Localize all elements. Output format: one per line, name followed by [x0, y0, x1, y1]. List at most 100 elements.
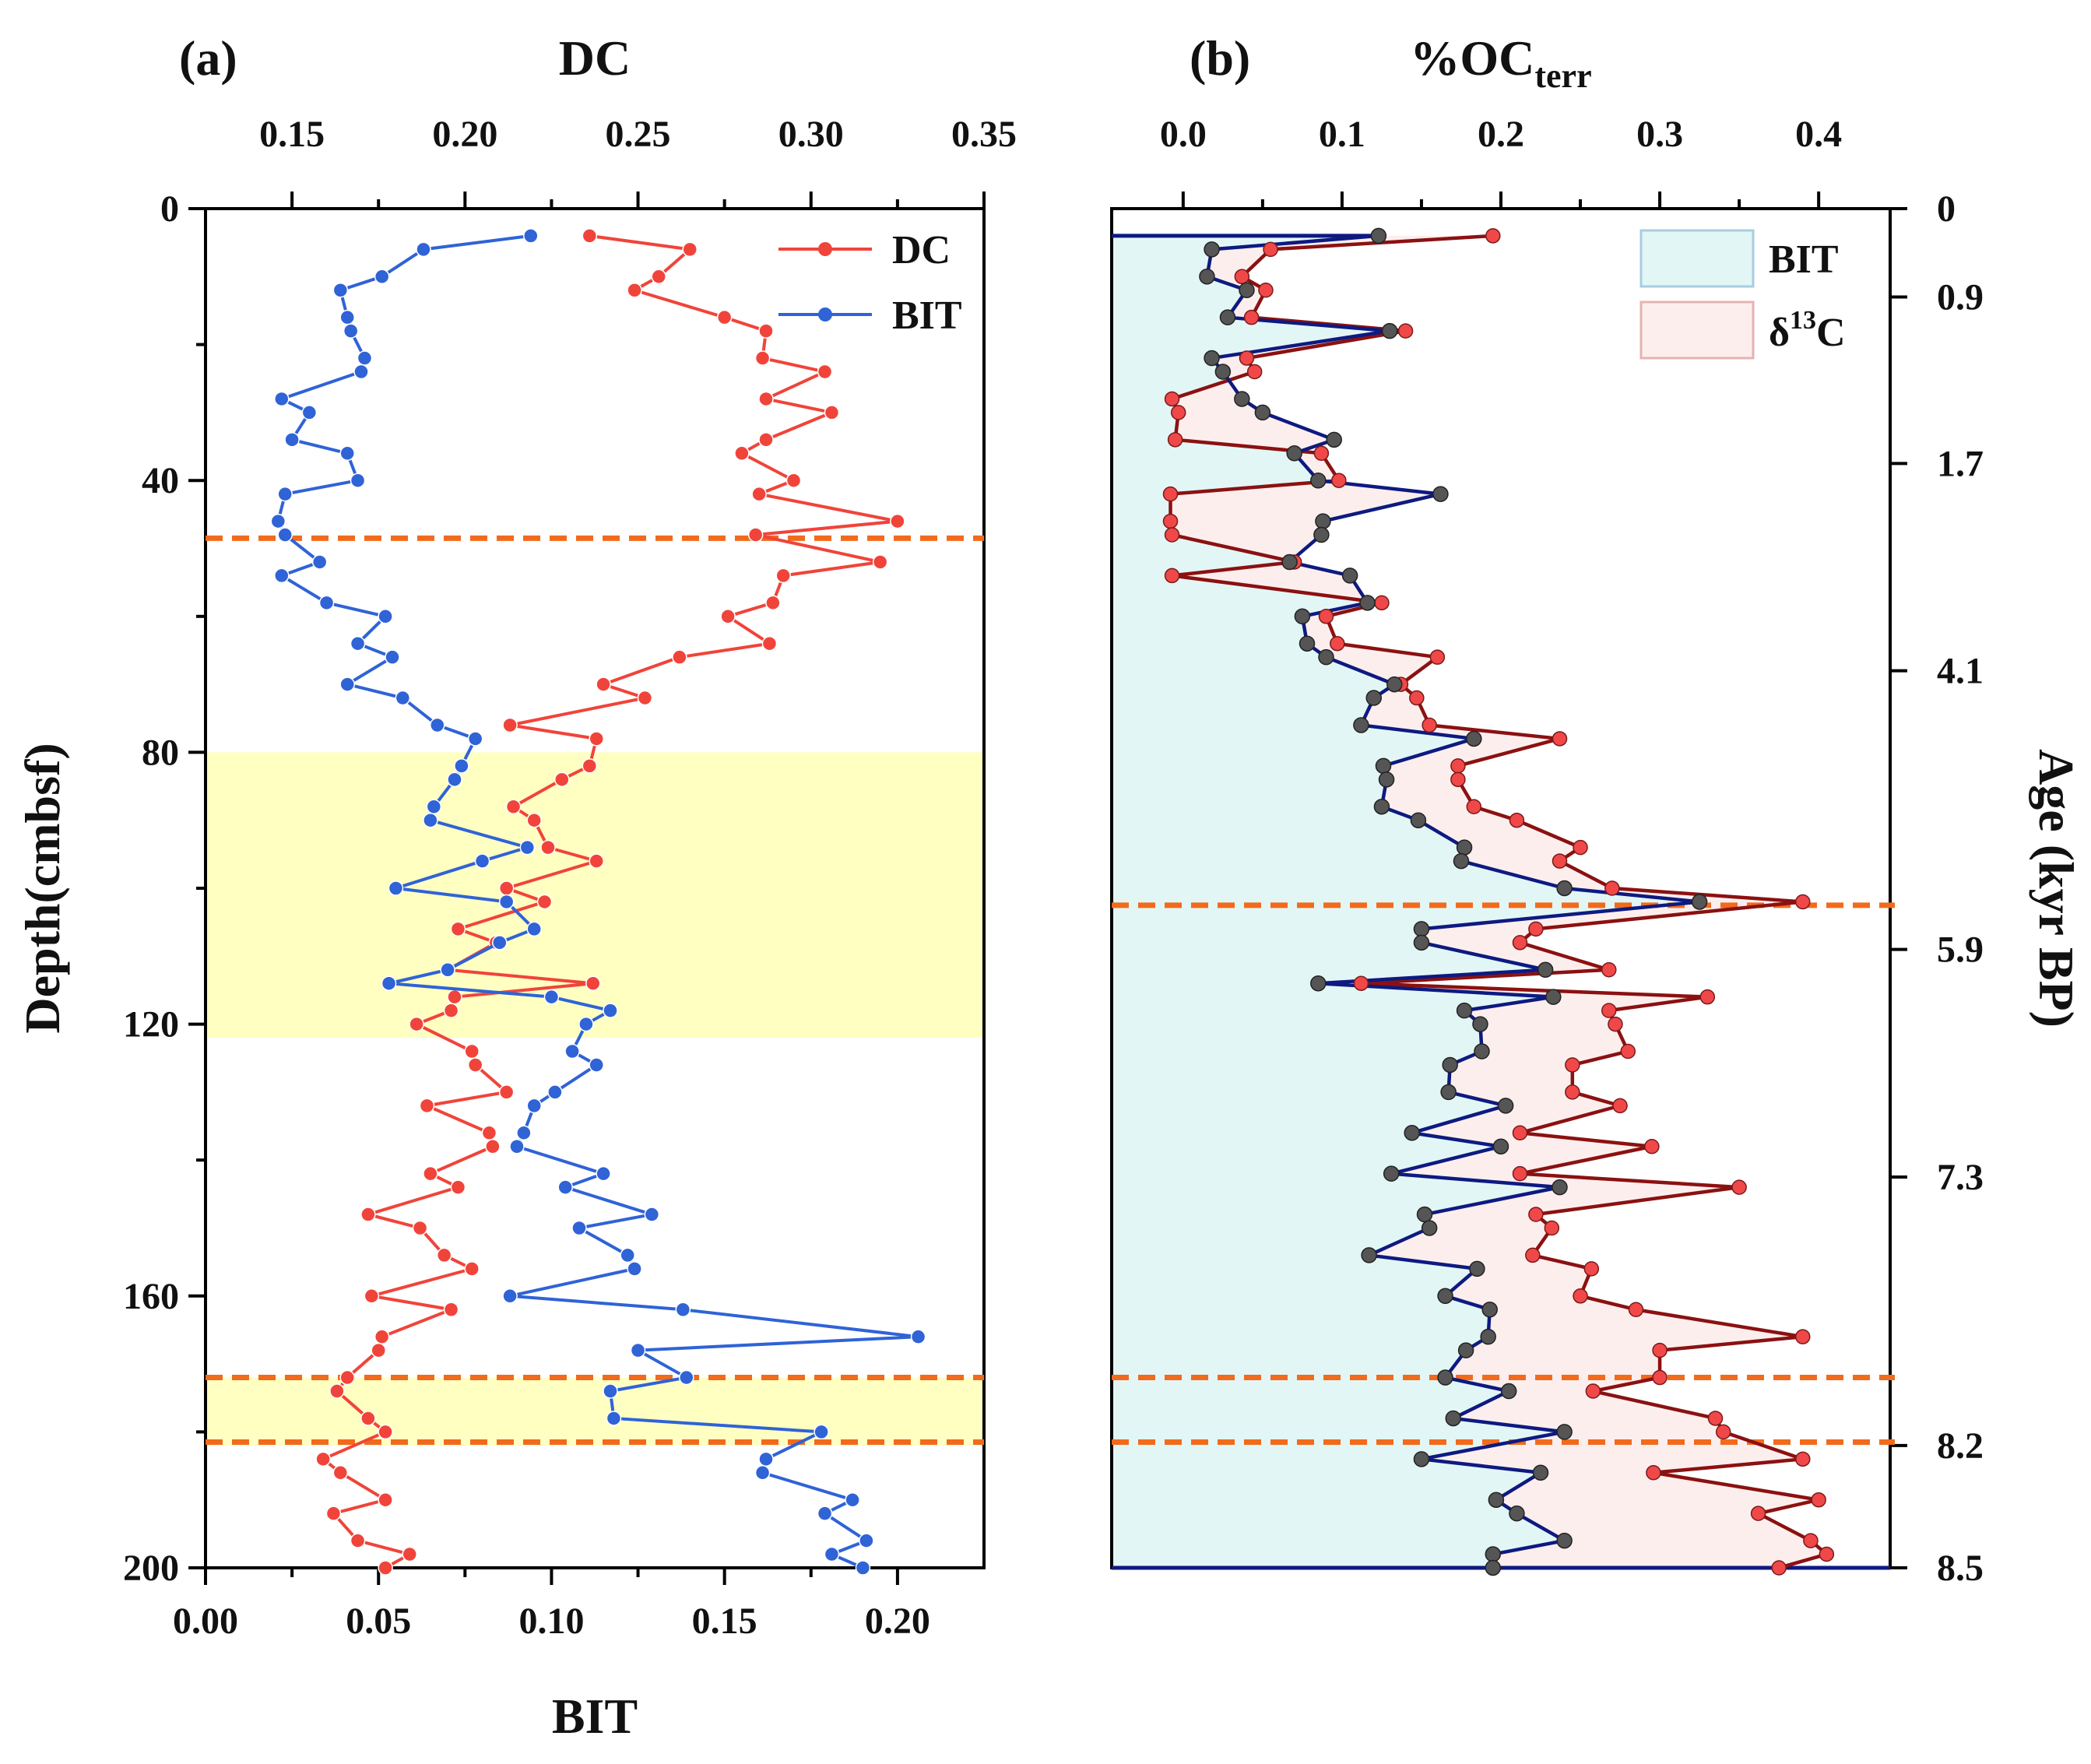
dc-data-point [464, 1261, 480, 1277]
dc-data-point [758, 432, 774, 448]
bit-data-point [1509, 1505, 1525, 1522]
d13c-data-point [1795, 894, 1811, 910]
bit-data-point [357, 350, 373, 366]
d13c-data-point [1707, 1411, 1724, 1426]
bit-tick-label: 0.20 [865, 1601, 930, 1642]
dc-data-point [374, 1329, 390, 1344]
bit-data-point [1219, 309, 1236, 325]
panel-b-legend: BIT δ13C [1639, 229, 1846, 360]
d13c-data-point [1612, 1098, 1628, 1114]
dc-data-point [747, 527, 764, 543]
bit-data-point [301, 405, 318, 420]
bit-data-point [1359, 595, 1376, 611]
dc-data-point [824, 405, 840, 420]
age-tick-label: 5.9 [1937, 929, 1984, 971]
bit-data-point [339, 445, 355, 462]
dc-data-point [378, 1492, 393, 1508]
d13c-data-point [1162, 486, 1179, 502]
bit-data-point [1373, 798, 1390, 815]
d13c-data-point [1601, 1003, 1617, 1018]
age-tick-label: 1.7 [1937, 443, 1984, 484]
d13c-data-point [1246, 364, 1263, 380]
bit-data-point [1481, 1302, 1498, 1318]
depth-tick-label: 120 [123, 1004, 179, 1045]
legend-dc-label: DC [892, 228, 951, 272]
dc-data-point [627, 283, 642, 298]
dc-data-point [716, 309, 733, 325]
bit-data-point [859, 1533, 874, 1548]
panel-a: 0 40 80 120 160 200 0.15 0.20 0.25 0.30 0.35 0.00 0.… [15, 30, 1017, 1744]
d13c-data-point [1512, 935, 1528, 951]
bit-data-point [1488, 1492, 1505, 1508]
bit-data-point [274, 391, 290, 407]
depth-tick-label: 160 [123, 1276, 179, 1317]
d13c-data-point [1162, 513, 1179, 529]
dc-tick-label: 0.15 [259, 114, 325, 155]
dc-data-point [502, 717, 518, 733]
d13c-data-point [1331, 473, 1347, 488]
bit-data-point [498, 894, 515, 910]
highlight-band-0 [206, 752, 984, 1038]
bit-tick-label: 0.10 [518, 1601, 584, 1642]
d13c-data-point [1646, 1465, 1661, 1481]
panel-a-label: (a) [179, 30, 237, 86]
oc-tick-label: 0.1 [1319, 114, 1365, 155]
age-tick-label: 7.3 [1937, 1157, 1984, 1198]
dc-data-point [364, 1288, 380, 1304]
dc-data-point [751, 486, 767, 502]
bit-data-point [1469, 1260, 1485, 1277]
bit-data-point [350, 635, 366, 652]
bit-data-point [571, 1220, 587, 1236]
bit-data-point [1413, 934, 1430, 951]
d13c-data-point [1811, 1492, 1826, 1508]
bit-data-point [557, 1179, 573, 1195]
d13c-data-point [1795, 1329, 1811, 1344]
dc-data-point [672, 649, 687, 665]
legend-d13c-swatch [1639, 300, 1755, 360]
bit-data-point [1361, 1247, 1377, 1263]
d13c-data-point [1565, 1084, 1580, 1100]
dc-tick-label: 0.25 [606, 114, 671, 155]
age-tick-label: 8.5 [1937, 1548, 1984, 1589]
bit-data-point [1445, 1410, 1462, 1427]
bit-data-point [1442, 1056, 1458, 1074]
bit-data-point [675, 1302, 691, 1318]
d13c-data-point [1583, 1261, 1600, 1277]
bit-data-point [1413, 921, 1430, 937]
bit-data-point [1381, 322, 1398, 339]
d13c-data-point [1525, 1247, 1541, 1263]
d13c-data-point [1565, 1057, 1580, 1073]
d13c-data-point [1620, 1043, 1636, 1059]
depth-tick-label: 40 [142, 460, 179, 501]
panel-b-title: %OCterr [1410, 30, 1591, 95]
bit-data-point [1492, 1138, 1509, 1154]
dc-data-point [419, 1098, 435, 1114]
bit-data-point [1421, 1220, 1438, 1236]
bit-data-point [1370, 227, 1387, 244]
bit-data-point [430, 717, 445, 733]
panel-b-age-axis-label: Age (kyr BP) [2029, 749, 2084, 1028]
bit-data-point [378, 609, 393, 624]
dc-data-point [378, 1424, 393, 1440]
age-tick-label: 0.9 [1937, 276, 1984, 318]
dc-data-point [872, 554, 888, 570]
bit-data-point [1315, 513, 1331, 529]
bit-data-point [1386, 676, 1403, 693]
d13c-data-point [1164, 568, 1180, 584]
bit-data-point [589, 1057, 604, 1073]
bit-data-point [1310, 975, 1327, 992]
bit-data-point [620, 1247, 635, 1263]
bit-data-point [910, 1329, 926, 1344]
bit-data-point [353, 364, 369, 380]
dc-data-point [402, 1546, 417, 1562]
d13c-data-point [1243, 309, 1260, 325]
bit-data-point [1472, 1016, 1488, 1032]
d13c-data-point [1819, 1546, 1835, 1562]
bit-data-point [447, 771, 462, 788]
bit-data-point [1497, 1098, 1514, 1114]
panel-b-title-main: %OC [1410, 30, 1534, 86]
d13c-data-point [1795, 1451, 1811, 1467]
panel-b-title-subscript: terr [1534, 57, 1591, 95]
dc-tick-label: 0.20 [432, 114, 497, 155]
bit-data-point [416, 241, 431, 258]
